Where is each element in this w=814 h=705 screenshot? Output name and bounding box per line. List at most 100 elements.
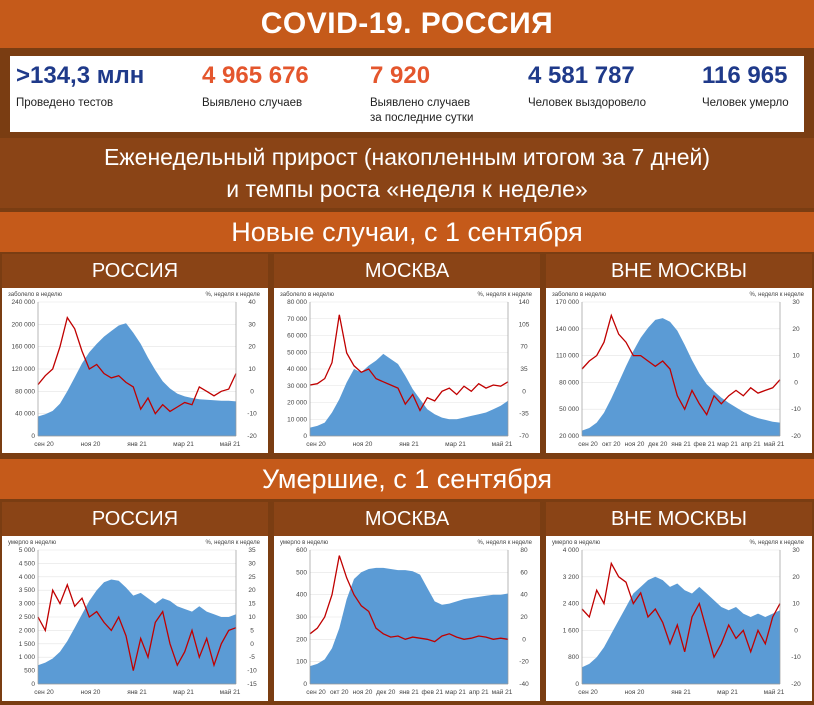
y-tick-label: 0 (575, 681, 579, 688)
y2-axis-title: %, неделя к неделе (477, 540, 532, 546)
y-tick-label: 0 (303, 433, 307, 440)
x-tick-label: ноя 20 (625, 441, 645, 448)
y-tick-label: 3 500 (19, 587, 36, 594)
x-tick-label: янв 21 (671, 689, 691, 696)
main-title: COVID-19. РОССИЯ (0, 0, 814, 48)
growth-rate-line (581, 313, 781, 416)
section-cases-title: Новые случаи, с 1 сентября (0, 212, 814, 252)
y2-tick-label: -40 (519, 681, 529, 688)
y2-tick-label: 10 (792, 601, 800, 608)
x-tick-label: мар 21 (173, 689, 194, 696)
x-tick-label: май 21 (220, 440, 241, 448)
y2-axis-title: %, неделя к неделе (205, 540, 260, 546)
x-tick-label: ноя 20 (625, 689, 645, 696)
y2-tick-label: -10 (247, 411, 257, 418)
y2-tick-label: 40 (520, 592, 528, 599)
y-tick-label: 40 000 (15, 411, 35, 418)
y2-tick-label: 0 (522, 636, 526, 643)
y2-tick-label: 5 (250, 627, 254, 634)
y2-tick-label: 80 (520, 547, 528, 554)
stat-label: Человек умерло (702, 97, 789, 109)
y-tick-label: 170 000 (556, 299, 580, 306)
chart-plot: умерло в неделю%, неделя к неделе0100200… (280, 540, 533, 696)
chart-title: МОСКВА (274, 502, 540, 536)
y-tick-label: 140 000 (556, 326, 580, 333)
stat-value: 4 581 787 (528, 62, 635, 89)
x-tick-label: янв 21 (127, 441, 147, 448)
x-tick-label: мар 21 (717, 689, 738, 696)
y-tick-label: 3 200 (563, 574, 580, 581)
y-tick-label: 500 (24, 668, 35, 675)
y2-tick-label: 35 (520, 366, 528, 373)
y-tick-label: 30 000 (287, 383, 307, 390)
y-tick-label: 80 000 (287, 299, 307, 306)
y-tick-label: 2 400 (563, 601, 580, 608)
stat-label-line1: Выявлено случаев (370, 97, 471, 109)
stat-label: Выявлено случаев за последние сутки (370, 96, 473, 126)
chart-title: ВНЕ МОСКВЫ (546, 502, 812, 536)
y2-tick-label: 40 (248, 299, 256, 306)
y2-tick-label: -10 (791, 406, 801, 413)
y-tick-label: 4 000 (19, 574, 36, 581)
y-tick-label: 160 000 (12, 344, 36, 351)
y-tick-label: 200 000 (12, 321, 36, 328)
x-tick-label: янв 21 (399, 441, 419, 448)
y2-tick-label: -35 (519, 411, 529, 418)
x-tick-label: ноя 20 (81, 689, 101, 696)
y2-tick-label: 15 (248, 601, 256, 608)
y2-tick-label: 140 (519, 299, 530, 306)
chart-plot: заболело в неделю %, неделя к неделе 0 10 0… (280, 292, 533, 448)
y-axis-title: заболело в неделю (552, 292, 606, 298)
area-series (38, 579, 236, 684)
y2-tick-label: 105 (519, 321, 530, 328)
y-tick-label: 20 000 (559, 433, 579, 440)
y2-axis-title: %, неделя к неделе (477, 292, 532, 298)
x-tick-label: апр 21 (469, 689, 489, 696)
stat-recovered: 4 581 787 Человек выздоровело (528, 62, 646, 111)
chart-plot: умерло в неделю %, неделя к неделе 0 500 1 0… (8, 540, 261, 696)
y-tick-label: 120 000 (12, 366, 36, 373)
x-tick-label: май 21 (492, 440, 513, 448)
x-tick-label: ноя 20 (353, 441, 373, 448)
subtitle: Еженедельный прирост (накопленным итогом… (0, 138, 814, 208)
y2-tick-label: 10 (248, 614, 256, 621)
x-tick-label: сен 20 (306, 689, 326, 696)
x-tick-label: сен 20 (34, 689, 54, 696)
y-tick-label: 2 500 (19, 614, 36, 621)
y-tick-label: 1 000 (19, 654, 36, 661)
y2-tick-label: -20 (791, 681, 801, 688)
y-tick-label: 300 (296, 614, 307, 621)
y2-tick-label: -10 (247, 668, 257, 675)
stat-tests: >134,3 млн Проведено тестов (16, 62, 144, 111)
growth-rate-line (37, 582, 237, 671)
y-axis-title: умерло в неделю (552, 540, 601, 546)
y-tick-label: 60 000 (287, 333, 307, 340)
stat-value: >134,3 млн (16, 62, 145, 89)
x-tick-label: май 21 (764, 688, 785, 696)
y2-axis-title: %, неделя к неделе (749, 540, 804, 546)
chart-title: РОССИЯ (2, 254, 268, 288)
stat-label: Человек выздоровело (528, 97, 647, 109)
y-tick-label: 800 (568, 654, 579, 661)
y2-tick-label: 0 (522, 388, 526, 395)
y-tick-label: 50 000 (287, 349, 307, 356)
x-tick-label: мар 21 (445, 441, 466, 448)
y2-tick-label: 30 (248, 560, 256, 567)
stat-value: 116 965 (702, 62, 788, 89)
y-tick-label: 110 000 (556, 353, 579, 360)
chart-deaths-moscow: МОСКВА умерло в неделю %, неделя к неделе… (274, 502, 540, 701)
y2-tick-label: 60 (520, 569, 528, 576)
chart-deaths-russia: РОССИЯ умерло в неделю %, неделя к неделе… (2, 502, 268, 701)
stat-cases-today: 7 920 Выявлено случаев за последние сутки (370, 62, 473, 126)
y-tick-label: 400 (296, 592, 307, 599)
y-tick-label: 70 000 (287, 316, 307, 323)
y2-tick-label: 70 (520, 344, 528, 351)
stat-value: 4 965 676 (202, 62, 309, 89)
y2-tick-label: 30 (792, 547, 800, 554)
x-tick-label: ноя 20 (353, 689, 373, 696)
y2-tick-label: -20 (791, 433, 801, 440)
x-tick-label: май 21 (492, 688, 513, 696)
area-series (38, 323, 236, 436)
chart-cases-russia: РОССИЯ заболело в неделю %, неделя к неде… (2, 254, 268, 453)
y-tick-label: 200 (296, 636, 307, 643)
